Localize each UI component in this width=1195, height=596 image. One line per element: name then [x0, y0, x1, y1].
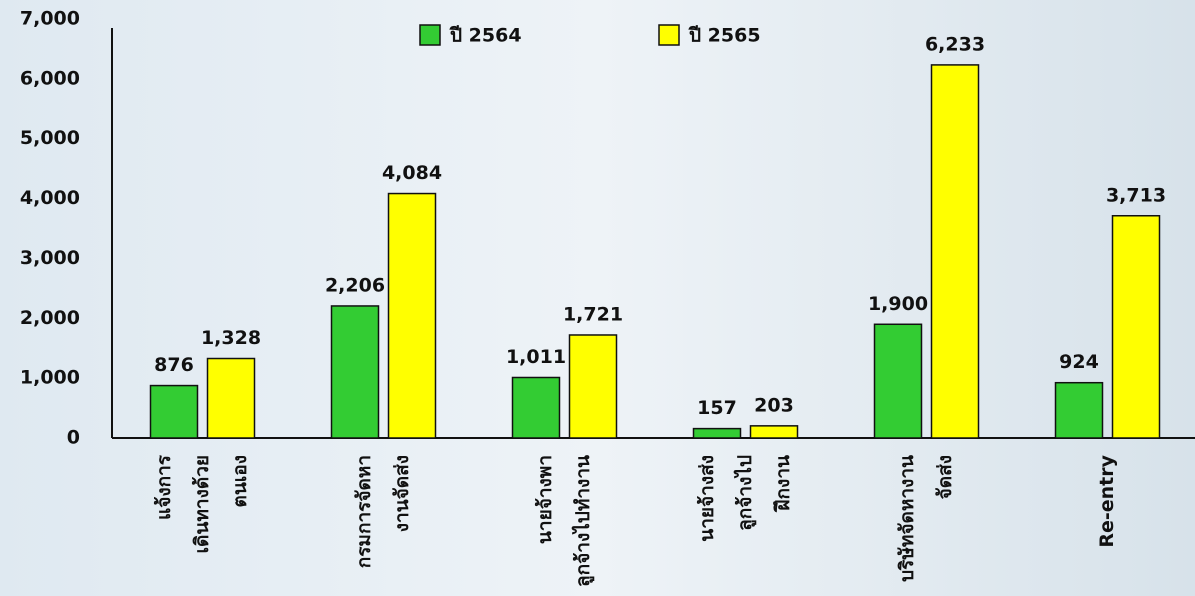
legend-swatch [420, 25, 440, 45]
x-tick-label: ตนเอง [229, 455, 251, 508]
value-label: 924 [1059, 351, 1099, 373]
legend-label: ปี 2565 [688, 25, 760, 47]
y-tick-label: 5,000 [20, 127, 80, 149]
bar [151, 386, 198, 438]
bar [389, 194, 436, 438]
legend-swatch [659, 25, 679, 45]
bar [694, 429, 741, 438]
x-tick-label: บริษัทจัดหางาน [896, 455, 918, 582]
x-tick-label: เดินทางด้วย [191, 455, 213, 553]
y-tick-label: 0 [67, 427, 80, 449]
bar [1113, 216, 1160, 438]
y-tick-label: 6,000 [20, 67, 80, 89]
bar [332, 306, 379, 438]
bar [751, 426, 798, 438]
page: 0 1,000 2,000 3,000 4,000 5,000 6,000 7,000 ปี 2… [0, 0, 1195, 596]
y-tick-label: 1,000 [20, 367, 80, 389]
x-tick-label: แจ้งการ [153, 454, 175, 520]
value-label: 4,084 [382, 162, 442, 184]
value-label: 1,011 [506, 346, 566, 368]
value-label: 1,328 [201, 327, 261, 349]
bar [1056, 383, 1103, 438]
bar [875, 324, 922, 438]
value-label: 203 [754, 394, 794, 416]
value-label: 2,206 [325, 274, 385, 296]
y-tick-label: 2,000 [20, 307, 80, 329]
x-tick-label: งานจัดส่ง [391, 455, 413, 532]
x-tick-label: ฝึกงาน [772, 455, 794, 513]
x-tick-label: นายจ้างส่ง [696, 455, 718, 542]
value-label: 157 [697, 397, 737, 419]
y-tick-label: 7,000 [20, 8, 80, 30]
bar [208, 359, 255, 438]
chart: 0 1,000 2,000 3,000 4,000 5,000 6,000 7,000 ปี 2… [0, 0, 1195, 596]
x-tick-label: กรมการจัดหา [353, 455, 375, 568]
x-tick-label: Re-entry [1096, 454, 1118, 547]
y-tick-label: 3,000 [20, 247, 80, 269]
value-label: 1,900 [868, 293, 928, 315]
x-tick-label: จัดส่ง [934, 455, 956, 499]
x-tick-label: ลูกจ้างไปทำงาน [571, 455, 595, 587]
y-tick-label: 4,000 [20, 187, 80, 209]
bar [932, 65, 979, 438]
value-label: 6,233 [925, 33, 985, 55]
value-label: 1,721 [563, 303, 623, 325]
bar [513, 377, 560, 438]
x-tick-label: ลูกจ้างไป [733, 455, 757, 531]
legend-label: ปี 2564 [449, 25, 521, 47]
bar [570, 335, 617, 438]
value-label: 876 [154, 354, 194, 376]
value-label: 3,713 [1106, 184, 1166, 206]
x-tick-label: นายจ้างพา [534, 455, 556, 544]
